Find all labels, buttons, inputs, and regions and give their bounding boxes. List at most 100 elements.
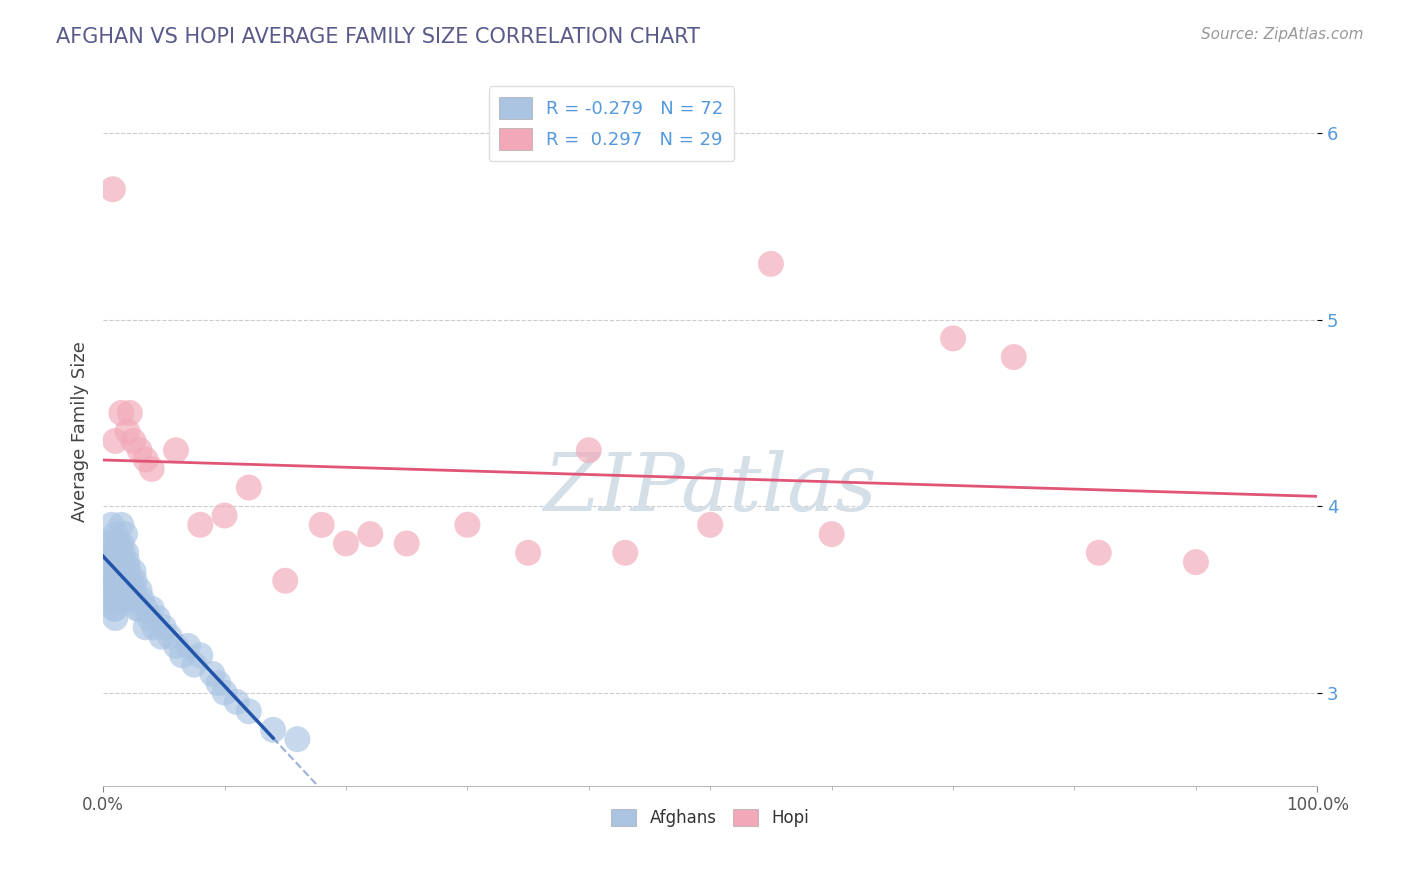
Point bbox=[141, 601, 163, 615]
Point bbox=[138, 611, 160, 625]
Point bbox=[101, 546, 124, 560]
Point bbox=[108, 536, 131, 550]
Point bbox=[120, 583, 142, 598]
Point bbox=[100, 517, 122, 532]
Point bbox=[118, 406, 141, 420]
Point bbox=[395, 536, 418, 550]
Point bbox=[262, 723, 284, 737]
Point bbox=[143, 620, 166, 634]
Point bbox=[107, 546, 129, 560]
Point bbox=[125, 592, 148, 607]
Point bbox=[111, 546, 134, 560]
Point bbox=[128, 601, 150, 615]
Point bbox=[110, 574, 132, 588]
Point bbox=[110, 536, 132, 550]
Point bbox=[146, 611, 169, 625]
Point bbox=[135, 452, 157, 467]
Text: ZIPatlas: ZIPatlas bbox=[544, 450, 877, 527]
Point bbox=[107, 555, 129, 569]
Point bbox=[170, 648, 193, 663]
Point bbox=[359, 527, 381, 541]
Point bbox=[98, 583, 121, 598]
Point bbox=[699, 517, 721, 532]
Text: Source: ZipAtlas.com: Source: ZipAtlas.com bbox=[1201, 27, 1364, 42]
Point bbox=[107, 574, 129, 588]
Point bbox=[225, 695, 247, 709]
Point bbox=[103, 601, 125, 615]
Point bbox=[112, 555, 135, 569]
Point bbox=[159, 630, 181, 644]
Point bbox=[110, 517, 132, 532]
Point bbox=[110, 592, 132, 607]
Point bbox=[188, 517, 211, 532]
Point bbox=[114, 527, 136, 541]
Point bbox=[103, 536, 125, 550]
Point bbox=[104, 574, 127, 588]
Point bbox=[150, 630, 173, 644]
Point bbox=[117, 555, 139, 569]
Point bbox=[335, 536, 357, 550]
Point bbox=[177, 639, 200, 653]
Point bbox=[104, 601, 127, 615]
Text: AFGHAN VS HOPI AVERAGE FAMILY SIZE CORRELATION CHART: AFGHAN VS HOPI AVERAGE FAMILY SIZE CORRE… bbox=[56, 27, 700, 46]
Point bbox=[127, 601, 149, 615]
Point bbox=[104, 527, 127, 541]
Point bbox=[131, 592, 153, 607]
Point bbox=[112, 574, 135, 588]
Point bbox=[104, 546, 127, 560]
Point bbox=[115, 546, 138, 560]
Point bbox=[114, 565, 136, 579]
Point bbox=[117, 583, 139, 598]
Point bbox=[183, 657, 205, 672]
Point bbox=[101, 182, 124, 196]
Point bbox=[517, 546, 540, 560]
Point bbox=[104, 592, 127, 607]
Point bbox=[98, 555, 121, 569]
Point bbox=[274, 574, 297, 588]
Point bbox=[104, 611, 127, 625]
Point bbox=[238, 704, 260, 718]
Point bbox=[820, 527, 842, 541]
Point bbox=[100, 565, 122, 579]
Point bbox=[98, 536, 121, 550]
Point bbox=[287, 732, 309, 747]
Point bbox=[214, 685, 236, 699]
Point bbox=[1185, 555, 1208, 569]
Legend: Afghans, Hopi: Afghans, Hopi bbox=[605, 803, 815, 834]
Point bbox=[578, 443, 600, 458]
Point bbox=[1002, 350, 1025, 364]
Point bbox=[942, 331, 965, 345]
Point bbox=[201, 667, 224, 681]
Point bbox=[104, 565, 127, 579]
Point bbox=[238, 481, 260, 495]
Point bbox=[207, 676, 229, 690]
Point bbox=[165, 443, 187, 458]
Point bbox=[117, 425, 139, 439]
Point bbox=[110, 406, 132, 420]
Point bbox=[165, 639, 187, 653]
Point bbox=[135, 601, 157, 615]
Point bbox=[122, 565, 145, 579]
Point bbox=[124, 574, 146, 588]
Point bbox=[153, 620, 176, 634]
Point bbox=[101, 574, 124, 588]
Point bbox=[128, 443, 150, 458]
Point bbox=[108, 583, 131, 598]
Point bbox=[104, 434, 127, 448]
Point bbox=[1087, 546, 1109, 560]
Y-axis label: Average Family Size: Average Family Size bbox=[72, 341, 89, 522]
Point bbox=[128, 583, 150, 598]
Point bbox=[108, 565, 131, 579]
Point bbox=[110, 555, 132, 569]
Point bbox=[188, 648, 211, 663]
Point bbox=[141, 462, 163, 476]
Point bbox=[614, 546, 637, 560]
Point bbox=[115, 574, 138, 588]
Point bbox=[122, 583, 145, 598]
Point bbox=[214, 508, 236, 523]
Point bbox=[135, 620, 157, 634]
Point bbox=[118, 574, 141, 588]
Point bbox=[117, 565, 139, 579]
Point bbox=[104, 555, 127, 569]
Point bbox=[104, 583, 127, 598]
